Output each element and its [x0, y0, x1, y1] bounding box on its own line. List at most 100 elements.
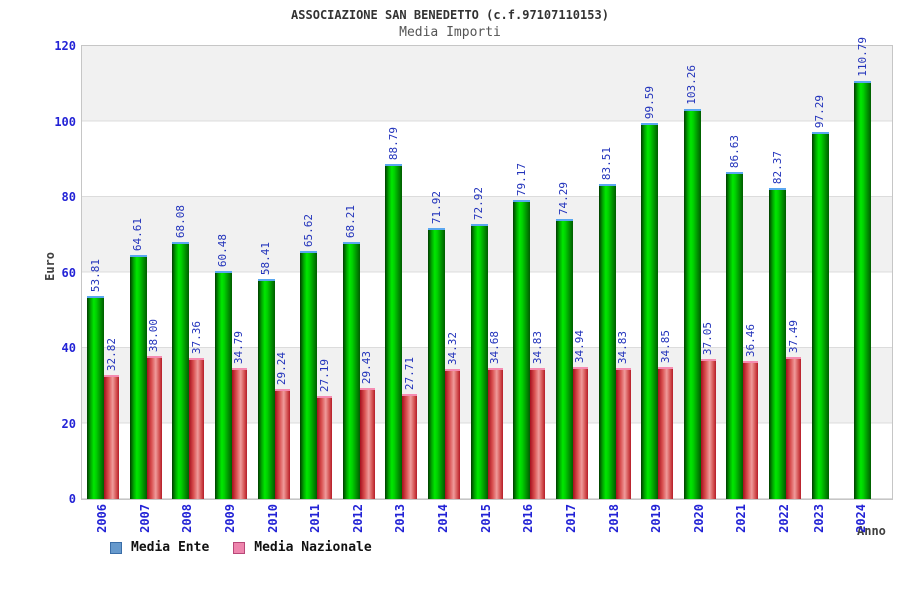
x-tick-label-2007: 2007 — [137, 504, 152, 533]
x-tick-label-2008: 2008 — [180, 504, 195, 533]
x-tick-label-2015: 2015 — [478, 504, 493, 533]
bar-media-nazionale-2017 — [572, 367, 588, 499]
y-tick-label: 120 — [54, 39, 76, 53]
bar-media-ente-2009-value-label: 60.48 — [216, 233, 230, 267]
bar-media-nazionale-2010 — [274, 389, 290, 499]
bar-media-ente-2022-value-label: 82.37 — [770, 150, 784, 184]
bar-media-nazionale-2015 — [487, 368, 503, 499]
bar-media-nazionale-2016-value-label: 34.83 — [530, 330, 544, 364]
bar-media-nazionale-2019-value-label: 34.85 — [658, 329, 672, 363]
bar-media-ente-2013 — [385, 164, 403, 499]
bar-media-nazionale-2011-value-label: 27.19 — [317, 358, 331, 392]
bar-media-nazionale-2012-value-label: 29.43 — [360, 350, 374, 384]
bar-media-ente-2015 — [470, 224, 488, 499]
bar-media-ente-2024-value-label: 110.79 — [855, 37, 869, 77]
y-tick-label: 100 — [54, 114, 76, 129]
media-nazionale-swatch-icon — [233, 541, 246, 554]
bar-media-ente-2007 — [129, 255, 147, 499]
bar-media-ente-2020-value-label: 103.26 — [685, 65, 699, 105]
bar-media-ente-2014 — [428, 228, 446, 499]
x-tick-label-2011: 2011 — [308, 504, 323, 533]
x-tick-label-2021: 2021 — [734, 504, 749, 533]
bar-media-ente-2017-value-label: 74.29 — [557, 181, 571, 215]
x-tick-label-2019: 2019 — [649, 504, 664, 533]
legend-item-media-ente: Media Ente — [110, 540, 209, 555]
bar-media-ente-2019 — [641, 123, 659, 499]
y-tick-label: 0 — [68, 492, 76, 506]
bar-media-nazionale-2013 — [402, 394, 418, 499]
bar-media-ente-2022 — [769, 188, 787, 499]
bar-media-ente-2013-value-label: 88.79 — [386, 126, 400, 160]
bar-media-nazionale-2007-value-label: 38.00 — [147, 318, 161, 352]
x-tick-label-2014: 2014 — [436, 504, 451, 533]
bar-media-ente-2010-value-label: 58.41 — [259, 241, 273, 275]
bar-media-ente-2018-value-label: 83.51 — [600, 146, 614, 180]
x-tick-label-2010: 2010 — [265, 504, 280, 533]
bar-media-ente-2016-value-label: 79.17 — [514, 162, 528, 196]
bar-media-nazionale-2007 — [146, 356, 162, 499]
bar-media-nazionale-2008-value-label: 37.36 — [189, 320, 203, 354]
bar-media-ente-2011-value-label: 65.62 — [301, 213, 315, 247]
x-axis-title: Anno — [857, 524, 886, 538]
legend-label-media-ente: Media Ente — [131, 540, 210, 555]
y-tick-label: 80 — [61, 190, 76, 204]
bar-media-ente-2007-value-label: 64.61 — [131, 217, 145, 251]
x-tick-label-2022: 2022 — [777, 504, 792, 533]
bar-media-nazionale-2016 — [530, 368, 546, 499]
bar-media-nazionale-2011 — [317, 396, 333, 499]
bar-media-ente-2012-value-label: 68.21 — [344, 204, 358, 238]
bar-media-nazionale-2019 — [658, 367, 674, 499]
legend-label-media-nazionale: Media Nazionale — [254, 540, 372, 555]
x-tick-label-2023: 2023 — [811, 504, 826, 533]
bar-media-ente-2021-value-label: 86.63 — [727, 134, 741, 168]
bar-media-nazionale-2013-value-label: 27.71 — [402, 356, 416, 390]
bar-media-ente-2023-value-label: 97.29 — [813, 94, 827, 128]
plot-area: 53.81 32.82 64.61 38.00 68.08 37.36 60.48 34.79… — [81, 37, 893, 500]
x-tick-label-2024: 2024 — [854, 504, 869, 533]
bar-media-ente-2006 — [87, 296, 104, 499]
legend-item-media-nazionale: Media Nazionale — [233, 540, 372, 555]
bar-media-nazionale-2009-value-label: 34.79 — [232, 330, 246, 364]
bar-media-nazionale-2010-value-label: 29.24 — [275, 351, 289, 385]
bar-media-nazionale-2006 — [104, 375, 119, 499]
bar-media-ente-2011 — [300, 251, 318, 499]
bar-media-ente-2006-value-label: 53.81 — [88, 258, 102, 292]
bar-media-ente-2010 — [257, 279, 275, 499]
x-tick-label-2006: 2006 — [95, 504, 109, 533]
bar-media-nazionale-2008 — [189, 358, 205, 499]
bar-media-ente-2009 — [214, 271, 232, 499]
bar-media-ente-2021 — [726, 172, 744, 499]
legend: Media Ente Media Nazionale — [110, 540, 386, 555]
x-tick-label-2017: 2017 — [563, 504, 578, 533]
chart-subtitle: Media Importi — [399, 25, 501, 40]
x-tick-label-2013: 2013 — [393, 504, 408, 533]
bar-media-nazionale-2022 — [786, 357, 802, 499]
bar-media-nazionale-2014-value-label: 34.32 — [445, 331, 459, 365]
bar-media-nazionale-2021-value-label: 36.46 — [743, 323, 757, 357]
bar-media-ente-2014-value-label: 71.92 — [429, 190, 443, 224]
bar-media-nazionale-2014 — [445, 369, 461, 499]
bar-media-ente-2018 — [598, 184, 616, 499]
bar-media-ente-2019-value-label: 99.59 — [642, 85, 656, 119]
chart-title: ASSOCIAZIONE SAN BENEDETTO (c.f.97107110… — [291, 8, 609, 22]
bar-media-ente-2012 — [342, 242, 360, 499]
bar-media-ente-2008 — [172, 242, 190, 499]
bar-media-nazionale-2020-value-label: 37.05 — [701, 321, 715, 355]
bar-media-ente-2008-value-label: 68.08 — [173, 204, 187, 238]
bar-media-nazionale-2009 — [231, 368, 247, 499]
bar-media-ente-2023 — [811, 132, 829, 499]
y-tick-label: 60 — [61, 265, 76, 280]
x-tick-label-2009: 2009 — [222, 504, 237, 533]
bar-media-ente-2020 — [683, 109, 701, 499]
y-tick-label: 20 — [61, 416, 76, 431]
bar-media-nazionale-2012 — [359, 388, 375, 499]
bar-media-ente-2016 — [513, 200, 531, 499]
bar-media-nazionale-2006-value-label: 32.82 — [104, 337, 118, 371]
bar-media-nazionale-2017-value-label: 34.94 — [573, 329, 587, 363]
media-ente-swatch-icon — [110, 541, 122, 554]
bar-media-nazionale-2015-value-label: 34.68 — [488, 330, 502, 364]
bar-media-nazionale-2020 — [700, 359, 716, 499]
bar-media-ente-2015-value-label: 72.92 — [472, 186, 486, 220]
x-tick-label-2018: 2018 — [606, 504, 621, 533]
